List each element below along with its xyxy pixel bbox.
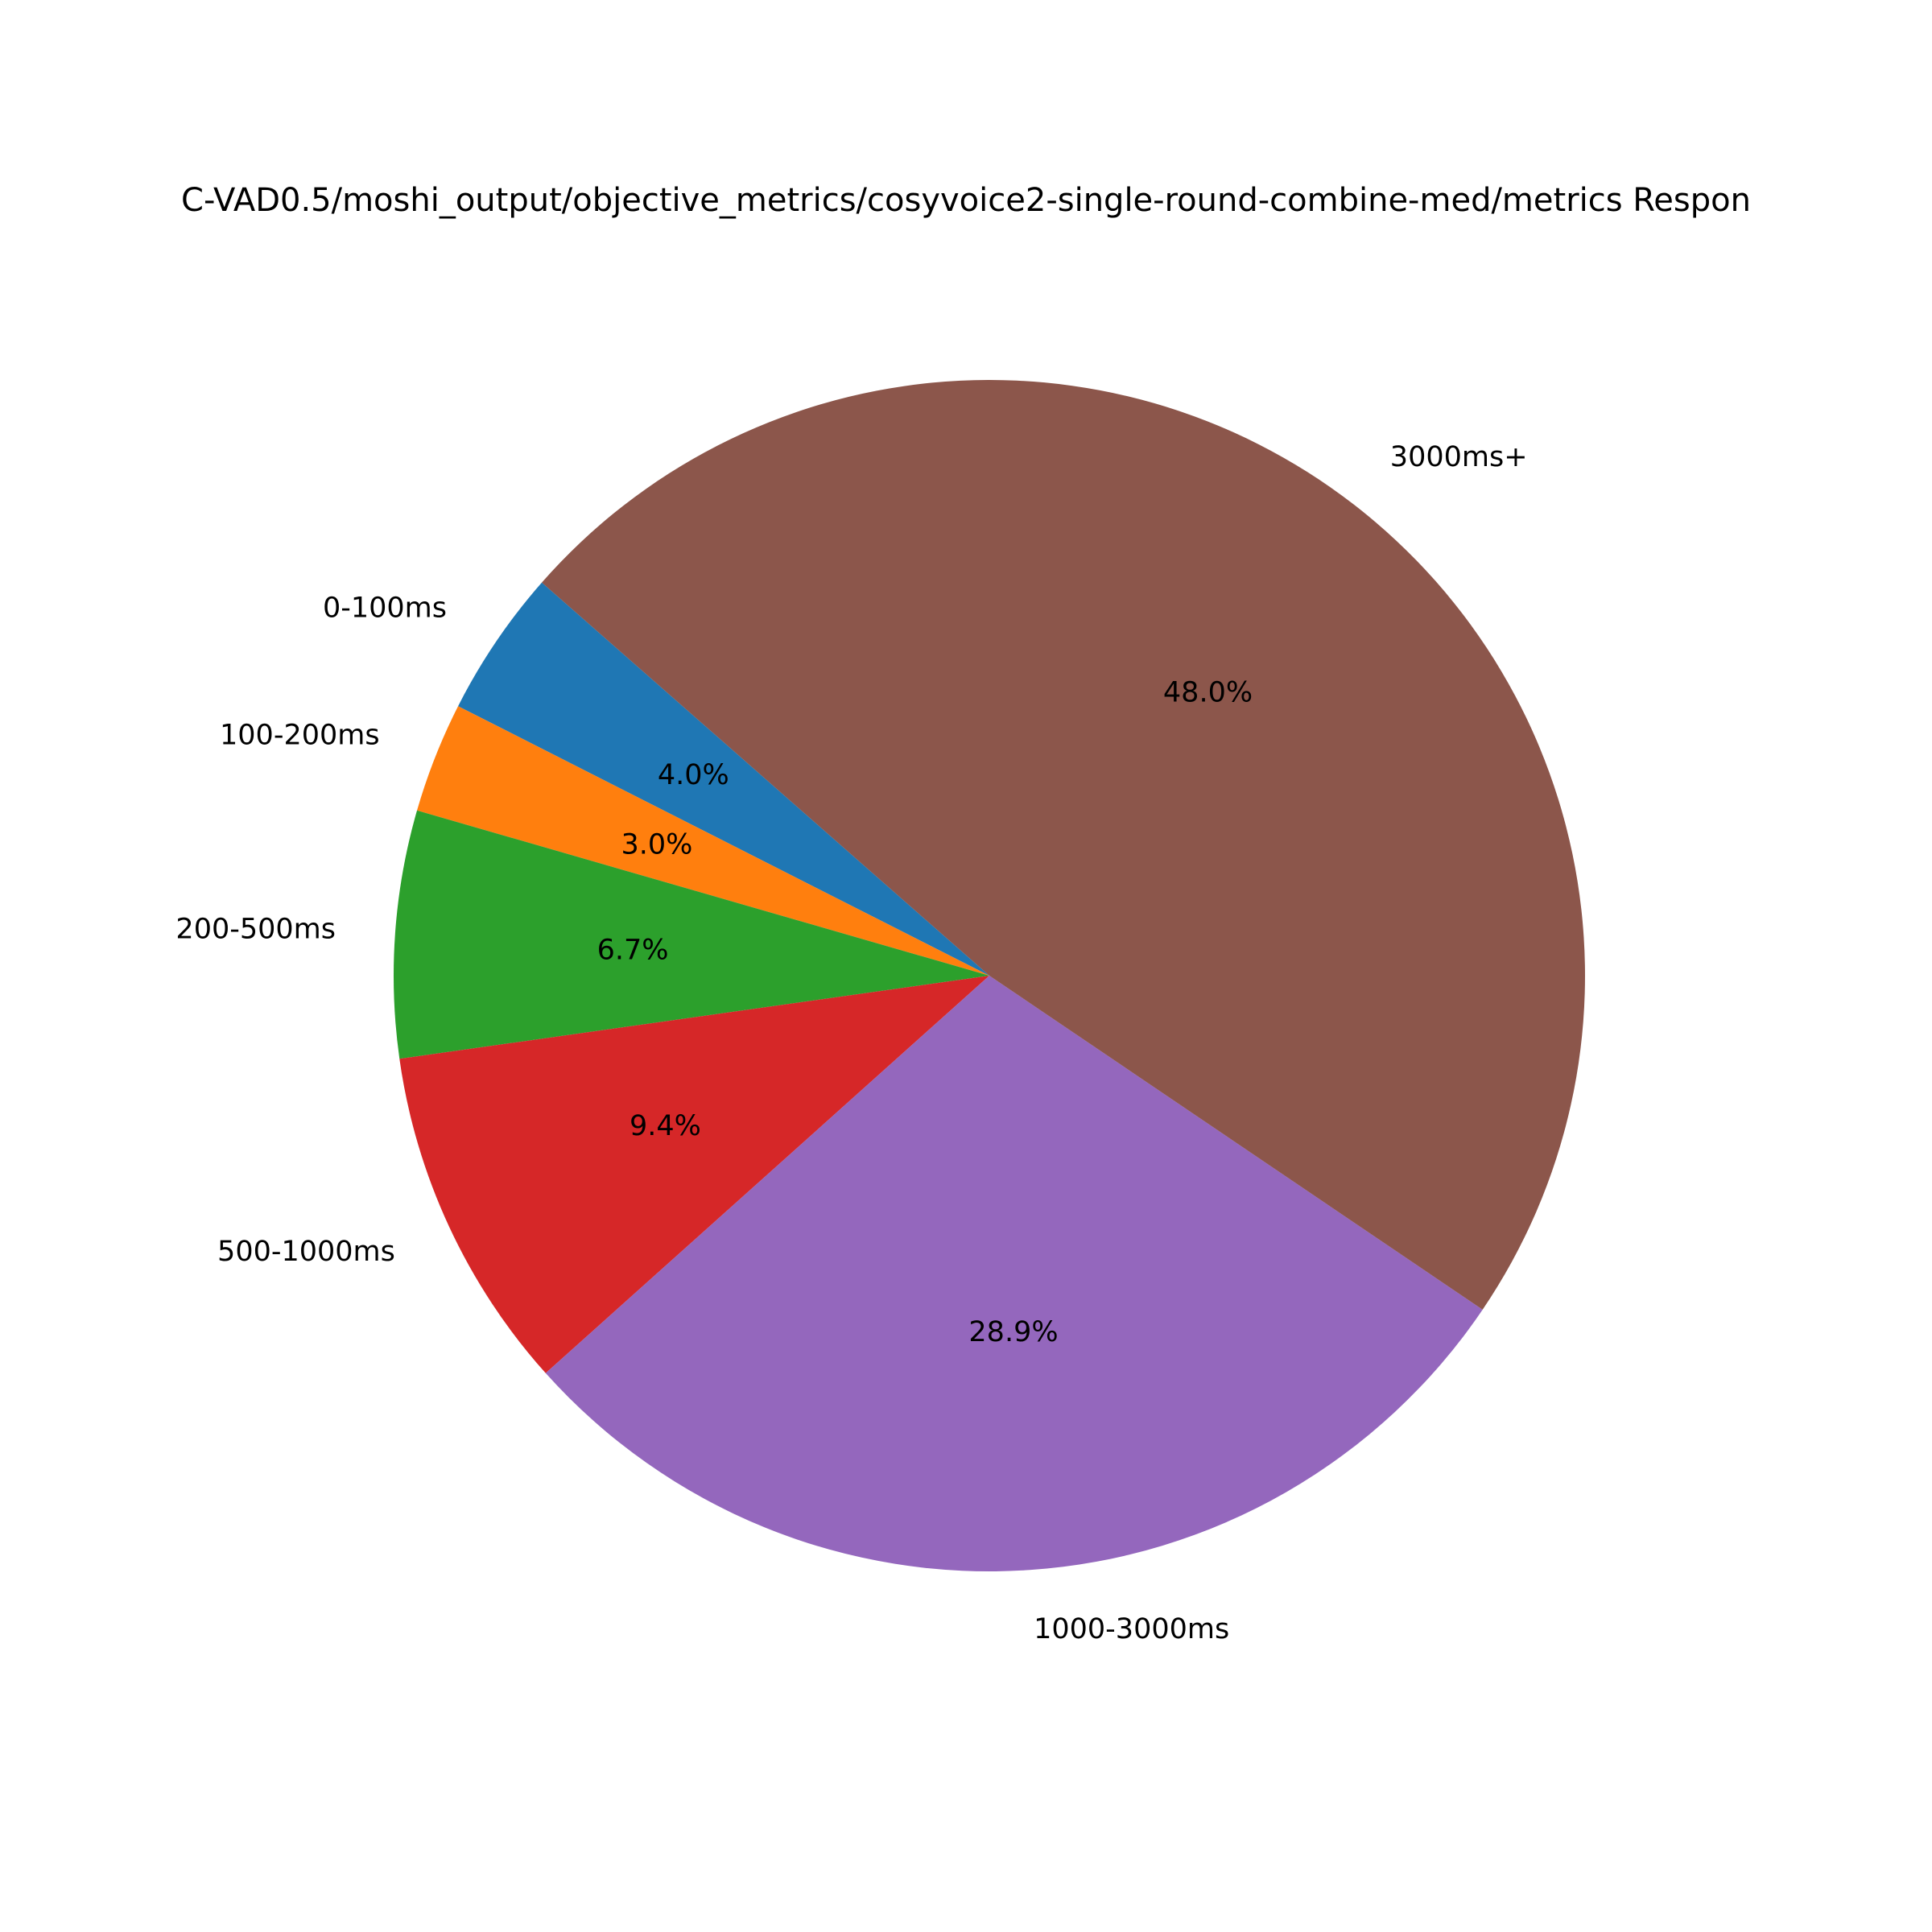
percent-label: 3.0% bbox=[621, 828, 692, 861]
slice-label: 100-200ms bbox=[220, 720, 380, 752]
percent-label: 28.9% bbox=[968, 1316, 1058, 1348]
pie-slice-100-200ms bbox=[417, 706, 989, 976]
slice-label: 200-500ms bbox=[175, 914, 336, 946]
pie-slice-500-1000ms bbox=[399, 976, 989, 1373]
pie-slice-3000ms- bbox=[542, 380, 1585, 1310]
pie-slices bbox=[394, 380, 1585, 1571]
slice-label: 3000ms+ bbox=[1390, 441, 1528, 473]
slice-label: 500-1000ms bbox=[217, 1236, 395, 1268]
percent-label: 4.0% bbox=[658, 759, 729, 791]
percent-label: 6.7% bbox=[597, 935, 669, 967]
slice-labels: 0-100ms 100-200ms 200-500ms 500-1000ms 1000-… bbox=[175, 441, 1527, 1645]
percent-label: 9.4% bbox=[630, 1110, 701, 1142]
percent-labels: 4.0% 3.0% 6.7% 9.4% 28.9% 48.0% bbox=[597, 677, 1253, 1348]
pie-slice-200-500ms bbox=[394, 810, 990, 1059]
pie-slice-1000-3000ms bbox=[545, 976, 1483, 1571]
slice-label: 0-100ms bbox=[323, 592, 447, 625]
percent-label: 48.0% bbox=[1163, 677, 1253, 709]
slice-label: 1000-3000ms bbox=[1034, 1613, 1229, 1645]
pie-slice-0-100ms bbox=[458, 582, 989, 976]
chart-title: C-VAD0.5/moshi_output/objective_metrics/… bbox=[181, 182, 1751, 219]
